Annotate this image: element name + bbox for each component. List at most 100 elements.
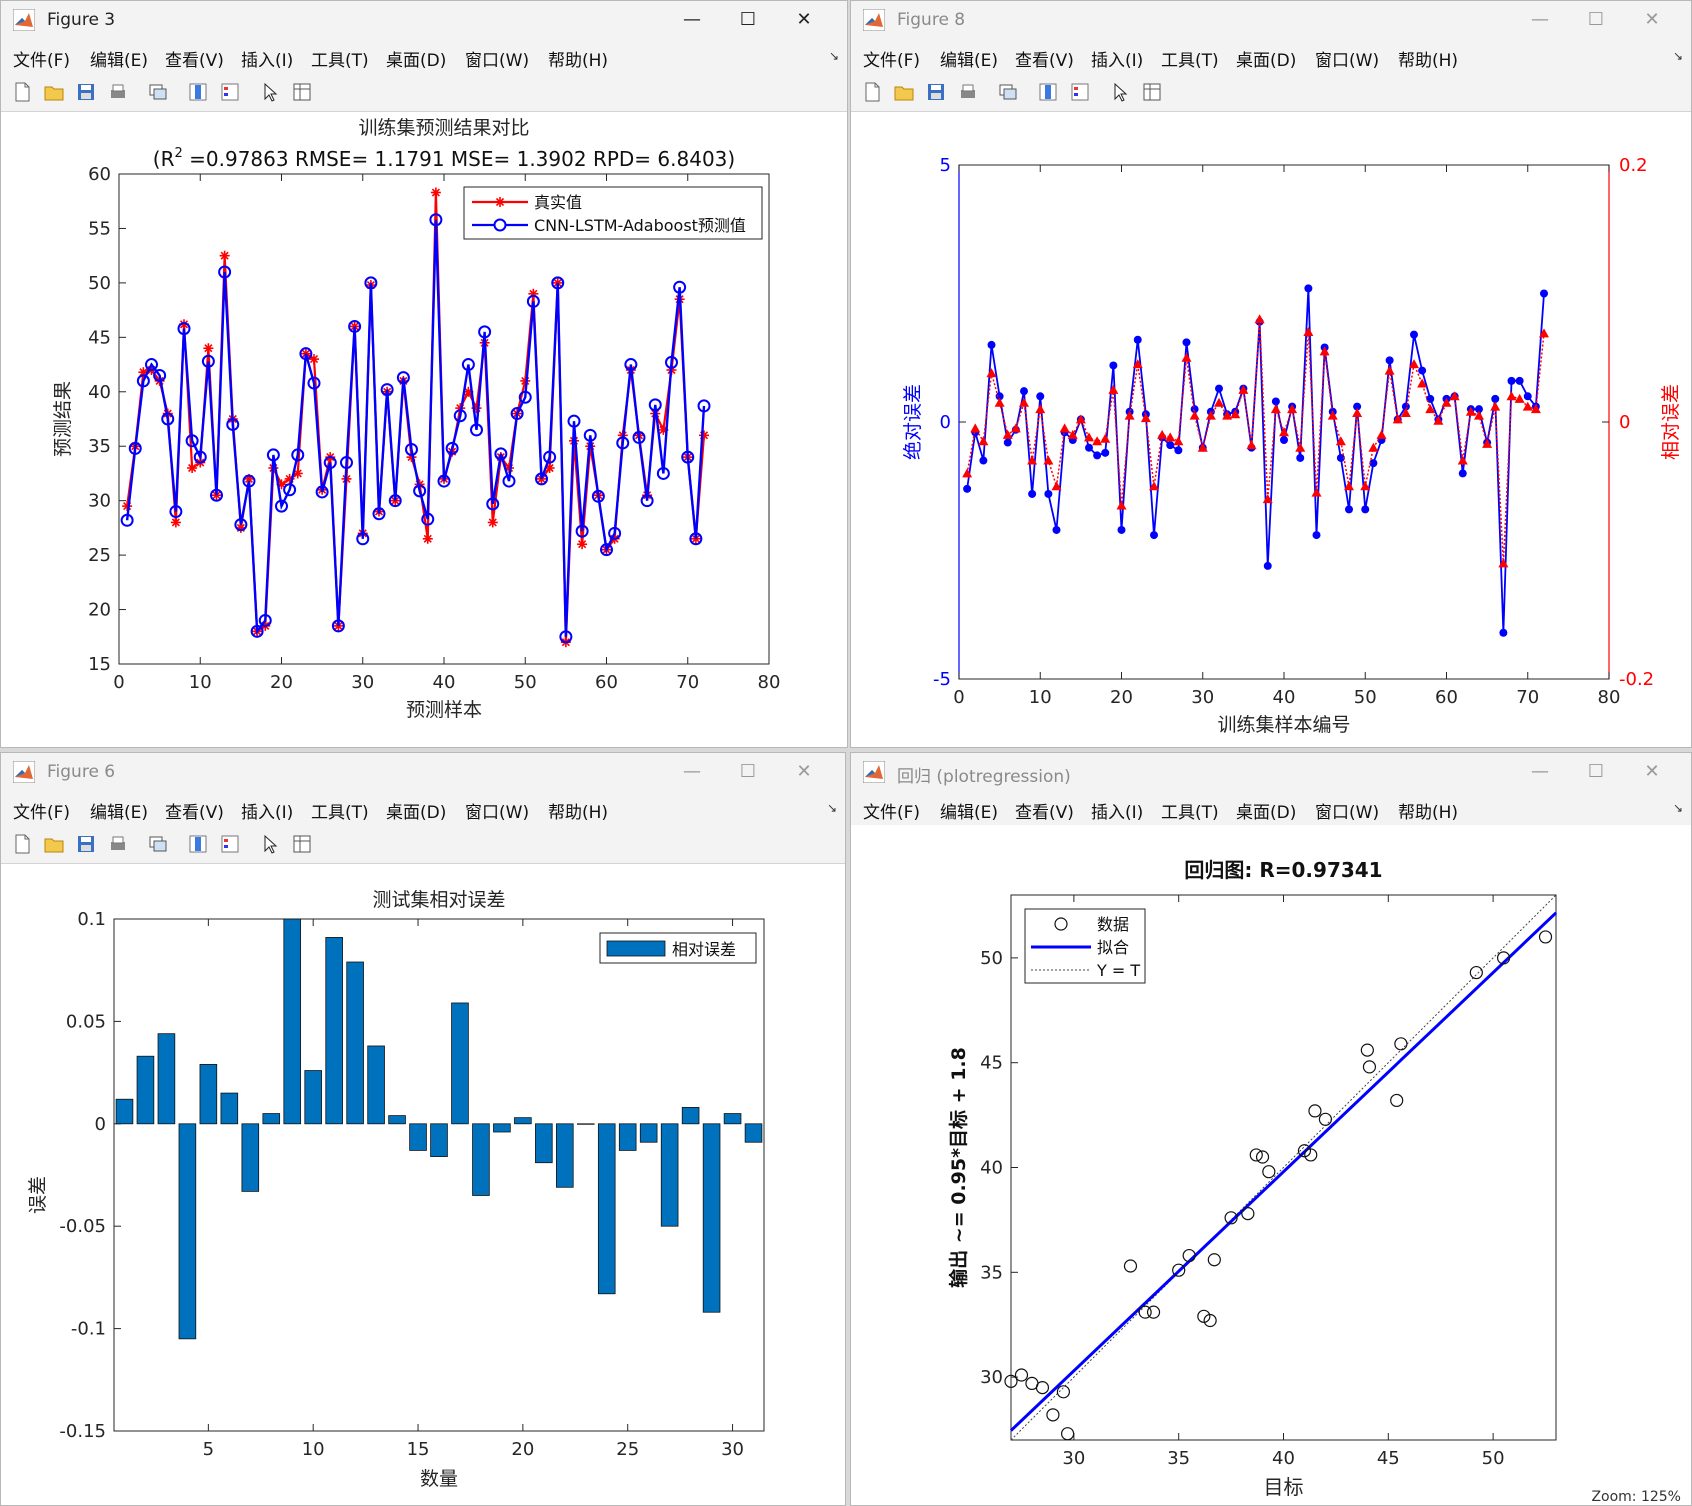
menu-item[interactable]: 插入(I): [241, 51, 294, 71]
new-file-icon[interactable]: [11, 833, 33, 855]
figure6-titlebar[interactable]: Figure 6 — ☐ ✕: [1, 753, 845, 791]
menu-item[interactable]: 桌面(D): [386, 51, 447, 71]
close-button[interactable]: ✕: [796, 761, 812, 782]
open-folder-icon[interactable]: [43, 81, 65, 103]
menu-item[interactable]: 编辑(E): [90, 803, 149, 823]
dock-figure-icon[interactable]: ↘: [826, 801, 837, 815]
link-figures-icon[interactable]: [147, 833, 169, 855]
menu-item[interactable]: 编辑(E): [90, 51, 149, 71]
y-tick-label: 50: [88, 273, 111, 294]
menu-item[interactable]: 查看(V): [1015, 803, 1074, 823]
matlab-logo-icon: [863, 9, 885, 31]
figure3-window[interactable]: Figure 3 — ☐ ✕ 文件(F) 编辑(E) 查看(V) 插入(I) 工具(T)…: [0, 0, 848, 748]
x-axis-label: 数量: [420, 1468, 458, 1490]
menu-item[interactable]: 插入(I): [1091, 803, 1144, 823]
save-icon[interactable]: [75, 81, 97, 103]
minimize-button[interactable]: —: [683, 761, 701, 782]
pred-value-point: [486, 497, 500, 511]
menu-item[interactable]: 帮助(H): [1398, 51, 1459, 71]
rel-error-point: [1417, 378, 1428, 388]
maximize-button[interactable]: ☐: [739, 761, 757, 782]
x-tick-label: 5: [203, 1439, 214, 1460]
y-tick-label: 45: [980, 1053, 1003, 1074]
minimize-button[interactable]: —: [1531, 9, 1549, 30]
maximize-button[interactable]: ☐: [739, 9, 757, 30]
figure6-window[interactable]: Figure 6 — ☐ ✕ 文件(F) 编辑(E) 查看(V) 插入(I) 工具(T)…: [0, 752, 846, 1506]
error-bar: [115, 1098, 134, 1125]
menu-item[interactable]: 查看(V): [165, 51, 224, 71]
minimize-button[interactable]: —: [1531, 761, 1549, 782]
close-button[interactable]: ✕: [1644, 9, 1660, 30]
property-inspector-icon[interactable]: [1141, 81, 1163, 103]
legend-icon[interactable]: [219, 81, 241, 103]
menu-item[interactable]: 文件(F): [13, 51, 71, 71]
pointer-icon[interactable]: [259, 81, 281, 103]
colorbar-icon[interactable]: [1037, 81, 1059, 103]
menu-item[interactable]: 窗口(W): [465, 803, 530, 823]
save-icon[interactable]: [75, 833, 97, 855]
property-inspector-icon[interactable]: [291, 833, 313, 855]
menu-item[interactable]: 窗口(W): [1315, 51, 1380, 71]
menu-item[interactable]: 文件(F): [863, 51, 921, 71]
new-file-icon[interactable]: [861, 81, 883, 103]
menu-item[interactable]: 编辑(E): [940, 51, 999, 71]
pointer-icon[interactable]: [1109, 81, 1131, 103]
menu-item[interactable]: 帮助(H): [548, 51, 609, 71]
open-folder-icon[interactable]: [43, 833, 65, 855]
menu-item[interactable]: 帮助(H): [1398, 803, 1459, 823]
identity-line: [1010, 894, 1557, 1441]
maximize-button[interactable]: ☐: [1587, 761, 1605, 782]
menu-item[interactable]: 工具(T): [1161, 51, 1219, 71]
link-figures-icon[interactable]: [147, 81, 169, 103]
rel-error-point: [1051, 481, 1062, 491]
menu-item[interactable]: 插入(I): [241, 803, 294, 823]
menu-item[interactable]: 编辑(E): [940, 803, 999, 823]
rel-error-point: [1425, 404, 1436, 414]
menu-item[interactable]: 文件(F): [13, 803, 71, 823]
menu-item[interactable]: 桌面(D): [1236, 51, 1297, 71]
pointer-icon[interactable]: [259, 833, 281, 855]
new-file-icon[interactable]: [11, 81, 33, 103]
legend-icon[interactable]: [1069, 81, 1091, 103]
colorbar-icon[interactable]: [187, 81, 209, 103]
print-icon[interactable]: [957, 81, 979, 103]
menu-item[interactable]: 窗口(W): [1315, 803, 1380, 823]
menu-item[interactable]: 工具(T): [311, 51, 369, 71]
dock-figure-icon[interactable]: ↘: [828, 49, 839, 63]
menu-item[interactable]: 桌面(D): [1236, 803, 1297, 823]
close-button[interactable]: ✕: [796, 9, 812, 30]
menu-item[interactable]: 查看(V): [1015, 51, 1074, 71]
menu-item[interactable]: 桌面(D): [386, 803, 447, 823]
figure8-window[interactable]: Figure 8 — ☐ ✕ 文件(F) 编辑(E) 查看(V) 插入(I) 工具(T)…: [850, 0, 1692, 748]
y-axis-label: 预测结果: [52, 381, 74, 457]
menu-item[interactable]: 查看(V): [165, 803, 224, 823]
figure3-titlebar[interactable]: Figure 3 — ☐ ✕: [1, 1, 847, 39]
menu-item[interactable]: 帮助(H): [548, 803, 609, 823]
regression-window[interactable]: 回归 (plotregression) — ☐ ✕ 文件(F) 编辑(E) 查看(V…: [850, 752, 1692, 1506]
open-folder-icon[interactable]: [893, 81, 915, 103]
menu-item[interactable]: 工具(T): [311, 803, 369, 823]
y-tick-label: 0.2: [1619, 155, 1648, 176]
menu-item[interactable]: 窗口(W): [465, 51, 530, 71]
figure8-titlebar[interactable]: Figure 8 — ☐ ✕: [851, 1, 1691, 39]
dock-figure-icon[interactable]: ↘: [1672, 801, 1683, 815]
close-button[interactable]: ✕: [1644, 761, 1660, 782]
rel-error-point: [1238, 384, 1249, 394]
regression-titlebar[interactable]: 回归 (plotregression) — ☐ ✕: [851, 753, 1691, 791]
y-tick-label: 40: [88, 382, 111, 403]
save-icon[interactable]: [925, 81, 947, 103]
print-icon[interactable]: [107, 81, 129, 103]
pred-value-point: [648, 398, 662, 412]
maximize-button[interactable]: ☐: [1587, 9, 1605, 30]
property-inspector-icon[interactable]: [291, 81, 313, 103]
dock-figure-icon[interactable]: ↘: [1672, 49, 1683, 63]
legend-icon[interactable]: [219, 833, 241, 855]
minimize-button[interactable]: —: [683, 9, 701, 30]
colorbar-icon[interactable]: [187, 833, 209, 855]
print-icon[interactable]: [107, 833, 129, 855]
menu-item[interactable]: 插入(I): [1091, 51, 1144, 71]
link-figures-icon[interactable]: [997, 81, 1019, 103]
menu-item[interactable]: 文件(F): [863, 803, 921, 823]
window-title: 回归 (plotregression): [897, 767, 1071, 787]
menu-item[interactable]: 工具(T): [1161, 803, 1219, 823]
